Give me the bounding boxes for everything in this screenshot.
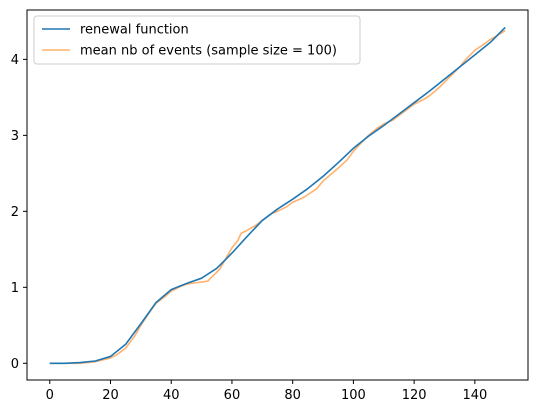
legend: renewal function mean nb of events (sampl…	[33, 15, 361, 65]
axes-layer: 0 20 40 60 80 100 120 140 0 1 2 3 4	[11, 53, 488, 403]
x-tick-label: 20	[102, 388, 119, 403]
x-tick-label: 40	[163, 388, 180, 403]
y-tick-label: 1	[11, 281, 19, 296]
y-tick-label: 0	[11, 357, 19, 372]
series-line-0	[49, 26, 506, 365]
x-tick-label: 80	[284, 388, 301, 403]
plot-frame	[26, 9, 529, 381]
x-tick-label: 100	[341, 388, 366, 403]
x-tick-label: 60	[224, 388, 241, 403]
x-tick-label: 140	[462, 388, 487, 403]
legend-label-0: renewal function	[80, 23, 189, 38]
y-tick-label: 3	[11, 129, 19, 144]
plot-background	[27, 10, 528, 380]
x-tick-label: 0	[46, 388, 54, 403]
series-layer	[49, 26, 506, 365]
y-tick-label: 4	[11, 53, 19, 68]
legend-label-1: mean nb of events (sample size = 100)	[80, 44, 337, 59]
x-tick-label: 120	[402, 388, 427, 403]
y-tick-label: 2	[11, 205, 19, 220]
legend-box	[33, 15, 361, 65]
